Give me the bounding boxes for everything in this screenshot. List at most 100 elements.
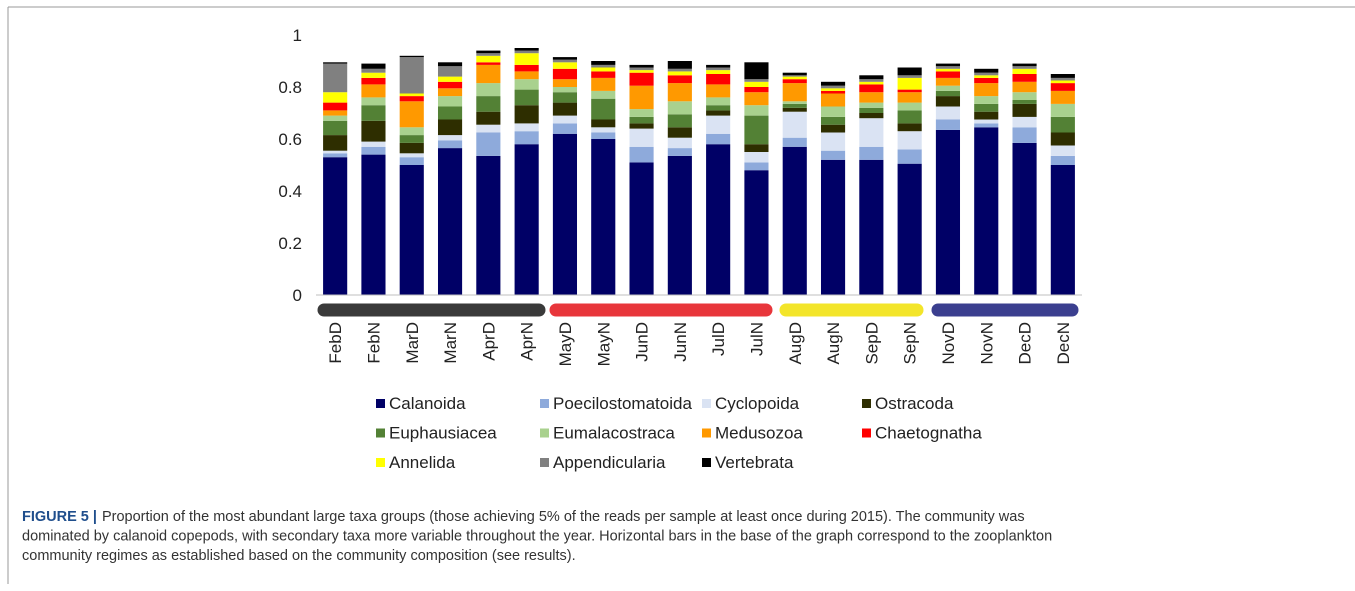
caption-line: community regimes as established based o…	[22, 548, 576, 564]
bar-segment	[974, 72, 999, 76]
bar-segment	[897, 163, 922, 295]
bar-segment	[591, 64, 616, 68]
bar-segment	[591, 90, 616, 99]
bar-segment	[1050, 145, 1075, 156]
y-tick-label: 0.8	[278, 78, 302, 97]
bar-segment	[514, 79, 539, 90]
bar-segment	[897, 92, 922, 103]
bar-segment	[744, 79, 769, 82]
bar-segment	[935, 119, 961, 130]
bar-segment	[629, 109, 654, 117]
legend-label: Annelida	[389, 453, 456, 472]
bar-segment	[629, 116, 654, 124]
bar-segment	[782, 101, 807, 104]
bar-segment	[935, 66, 961, 69]
bar-segment	[629, 146, 654, 163]
bar-segment	[476, 111, 501, 125]
bar-segment	[514, 64, 539, 72]
bar-segment	[974, 127, 999, 295]
bar-segment	[782, 76, 807, 80]
legend-label: Ostracoda	[875, 394, 954, 413]
bar-segment	[667, 101, 692, 115]
bar-segment	[476, 55, 501, 63]
bar-segment	[667, 75, 692, 84]
bar-segment	[706, 64, 731, 68]
bar-segment	[361, 154, 386, 295]
bar-segment	[782, 103, 807, 108]
bar-segment	[591, 127, 616, 133]
x-tick-label: MayD	[556, 322, 575, 366]
bar-segment	[591, 61, 616, 65]
x-tick-label: JunD	[633, 322, 652, 362]
bar-segment	[437, 62, 463, 67]
x-tick-label: JulN	[747, 322, 766, 356]
bar-segment	[859, 79, 884, 82]
bar-segment	[667, 137, 692, 149]
bar-segment	[552, 62, 578, 69]
bar-segment	[859, 81, 884, 85]
bar-segment	[361, 77, 386, 85]
bar-segment	[859, 75, 884, 80]
bar-segment	[744, 81, 769, 87]
bar-segment	[591, 132, 616, 139]
bar-segment	[323, 63, 348, 93]
bar-segment	[935, 106, 961, 120]
bar-segment	[1050, 90, 1075, 104]
bar-segment	[935, 129, 961, 295]
bar-segment	[399, 101, 424, 128]
bar-segment	[935, 68, 961, 72]
legend-swatch	[376, 458, 385, 467]
bar-segment	[706, 84, 731, 98]
bar-segment	[514, 50, 539, 54]
bar-segment	[552, 59, 578, 63]
bar-segment	[361, 120, 386, 142]
bar-segment	[859, 113, 884, 119]
bar-segment	[667, 127, 692, 138]
bar-segment	[514, 144, 539, 295]
bar-segment	[552, 79, 578, 87]
x-tick-label: DecD	[1016, 322, 1035, 365]
legend-label: Euphausiacea	[389, 424, 497, 443]
bar-segment	[437, 88, 463, 97]
bar-segment	[859, 118, 884, 147]
bar-segment	[1050, 80, 1075, 84]
x-tick-label: AugD	[786, 322, 805, 365]
bar-segment	[437, 140, 463, 149]
bar-segment	[514, 131, 539, 145]
bar-segment	[399, 96, 424, 102]
bar-segment	[629, 85, 654, 110]
bar-segment	[1012, 92, 1037, 100]
bar-segment	[782, 79, 807, 84]
bar-segment	[591, 77, 616, 91]
bar-segment	[399, 57, 424, 94]
bar-segment	[629, 67, 654, 71]
bar-segment	[744, 144, 769, 152]
x-tick-label: AprN	[518, 322, 537, 361]
caption-line: Proportion of the most abundant large ta…	[102, 509, 1025, 525]
bar-segment	[744, 115, 769, 145]
bar-segment	[361, 146, 386, 155]
bar-segment	[552, 92, 578, 103]
bar-segment	[706, 133, 731, 145]
legend-label: Poecilostomatoida	[553, 394, 692, 413]
y-tick-label: 0.6	[278, 130, 302, 149]
bar-segment	[859, 84, 884, 93]
bar-segment	[744, 152, 769, 163]
bar-segment	[514, 89, 539, 106]
bar-segment	[1050, 155, 1075, 165]
bar-segment	[820, 93, 846, 107]
bar-segment	[1050, 103, 1075, 117]
x-tick-label: MarN	[441, 322, 460, 364]
bar-segment	[323, 115, 348, 121]
bar-segment	[782, 137, 807, 147]
x-tick-label: DecN	[1054, 322, 1073, 365]
bar-segment	[437, 81, 463, 89]
x-tick-label: MarD	[403, 322, 422, 364]
bar-segment	[667, 61, 692, 69]
bar-segment	[361, 105, 386, 121]
bar-segment	[744, 170, 769, 295]
bar-segment	[591, 139, 616, 295]
bar-segment	[437, 119, 463, 136]
bar-segment	[476, 132, 501, 156]
bar-segment	[820, 132, 846, 151]
